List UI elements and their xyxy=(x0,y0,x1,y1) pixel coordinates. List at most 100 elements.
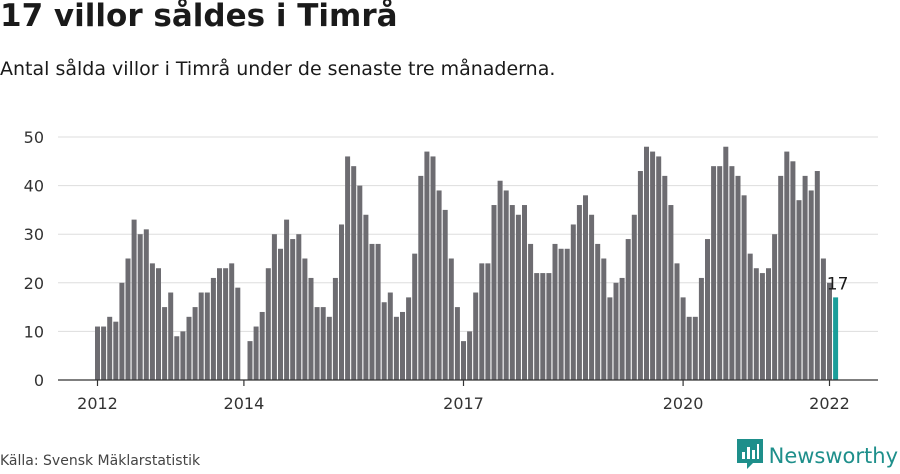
bar xyxy=(735,175,741,380)
bar xyxy=(149,263,155,380)
bar xyxy=(827,282,832,380)
bar xyxy=(229,263,235,380)
bar xyxy=(162,307,168,380)
bar xyxy=(375,243,381,380)
brand-logo[interactable]: Newsworthy xyxy=(736,439,898,473)
bar xyxy=(119,282,125,380)
bar xyxy=(625,239,631,380)
bar xyxy=(320,307,326,380)
bar xyxy=(656,156,662,380)
bar xyxy=(332,277,338,380)
brand-name: Newsworthy xyxy=(768,444,898,468)
bar xyxy=(589,214,595,380)
bar xyxy=(692,316,698,380)
bar xyxy=(143,229,149,380)
bar xyxy=(820,258,826,380)
bar xyxy=(534,273,540,380)
bars xyxy=(95,146,839,380)
bar xyxy=(412,253,418,380)
bar xyxy=(351,166,357,380)
bar xyxy=(503,190,509,380)
x-tick-label: 2017 xyxy=(443,394,484,413)
bar xyxy=(125,258,131,380)
bar xyxy=(430,156,436,380)
bar xyxy=(339,224,344,380)
bar xyxy=(644,146,649,380)
newsworthy-logo-icon xyxy=(736,439,763,473)
bar xyxy=(540,273,546,380)
bar xyxy=(808,190,814,380)
bar xyxy=(156,268,161,380)
bar xyxy=(137,234,143,380)
bar xyxy=(650,151,656,380)
bar xyxy=(546,273,552,380)
bar xyxy=(674,263,680,380)
bar xyxy=(522,205,527,380)
bar xyxy=(796,200,802,380)
bar xyxy=(265,268,271,380)
bar xyxy=(290,239,296,380)
x-tick-label: 2012 xyxy=(77,394,118,413)
bar xyxy=(711,166,717,380)
bar xyxy=(235,287,241,380)
bar xyxy=(528,243,534,380)
x-axis: 2012 2014 2017 2020 2022 xyxy=(58,379,878,413)
bar xyxy=(637,171,643,380)
bar xyxy=(784,151,790,380)
bar xyxy=(485,263,491,380)
bar xyxy=(607,297,613,380)
bar xyxy=(802,175,808,380)
bar xyxy=(381,302,387,380)
bar xyxy=(308,277,314,380)
x-tick-label: 2020 xyxy=(663,394,704,413)
annotations: 17 xyxy=(827,274,849,294)
y-axis-labels: 0 10 20 30 40 50 xyxy=(24,128,44,390)
bar xyxy=(448,258,454,380)
bar xyxy=(515,214,521,380)
bar xyxy=(491,205,497,380)
bar xyxy=(131,219,137,380)
bar xyxy=(698,277,704,380)
bar xyxy=(357,185,363,380)
chart-subtitle: Antal sålda villor i Timrå under de sena… xyxy=(0,58,556,80)
bar xyxy=(613,282,619,380)
bar xyxy=(564,248,570,380)
bar xyxy=(424,151,430,380)
bar xyxy=(442,209,448,380)
y-tick-label: 30 xyxy=(24,225,44,244)
y-tick-label: 0 xyxy=(34,371,44,390)
bar xyxy=(345,156,351,380)
y-tick-label: 50 xyxy=(24,128,44,147)
bar xyxy=(369,243,375,380)
bar xyxy=(95,326,100,380)
bar xyxy=(631,214,637,380)
bar xyxy=(418,175,424,380)
bar xyxy=(595,243,601,380)
bar xyxy=(400,311,405,380)
bar xyxy=(278,248,283,380)
bar xyxy=(113,321,119,380)
bar xyxy=(210,277,216,380)
bar xyxy=(790,161,796,380)
bar xyxy=(302,258,308,380)
x-tick-label: 2014 xyxy=(224,394,265,413)
bar xyxy=(326,316,332,380)
x-tick-label: 2022 xyxy=(809,394,850,413)
bar-latest xyxy=(833,297,839,380)
bar xyxy=(101,326,107,380)
bar xyxy=(387,292,393,380)
bar xyxy=(741,195,747,380)
bar xyxy=(778,175,784,380)
chart-title: 17 villor såldes i Timrå xyxy=(0,0,398,34)
latest-value-label: 17 xyxy=(827,274,849,294)
bar xyxy=(729,166,735,380)
bar xyxy=(198,292,204,380)
bar xyxy=(259,311,265,380)
bar xyxy=(217,268,222,380)
bar xyxy=(509,205,515,380)
bar xyxy=(436,190,442,380)
bar xyxy=(253,326,259,380)
bar xyxy=(223,268,229,380)
bar xyxy=(814,171,820,380)
bar xyxy=(570,224,576,380)
